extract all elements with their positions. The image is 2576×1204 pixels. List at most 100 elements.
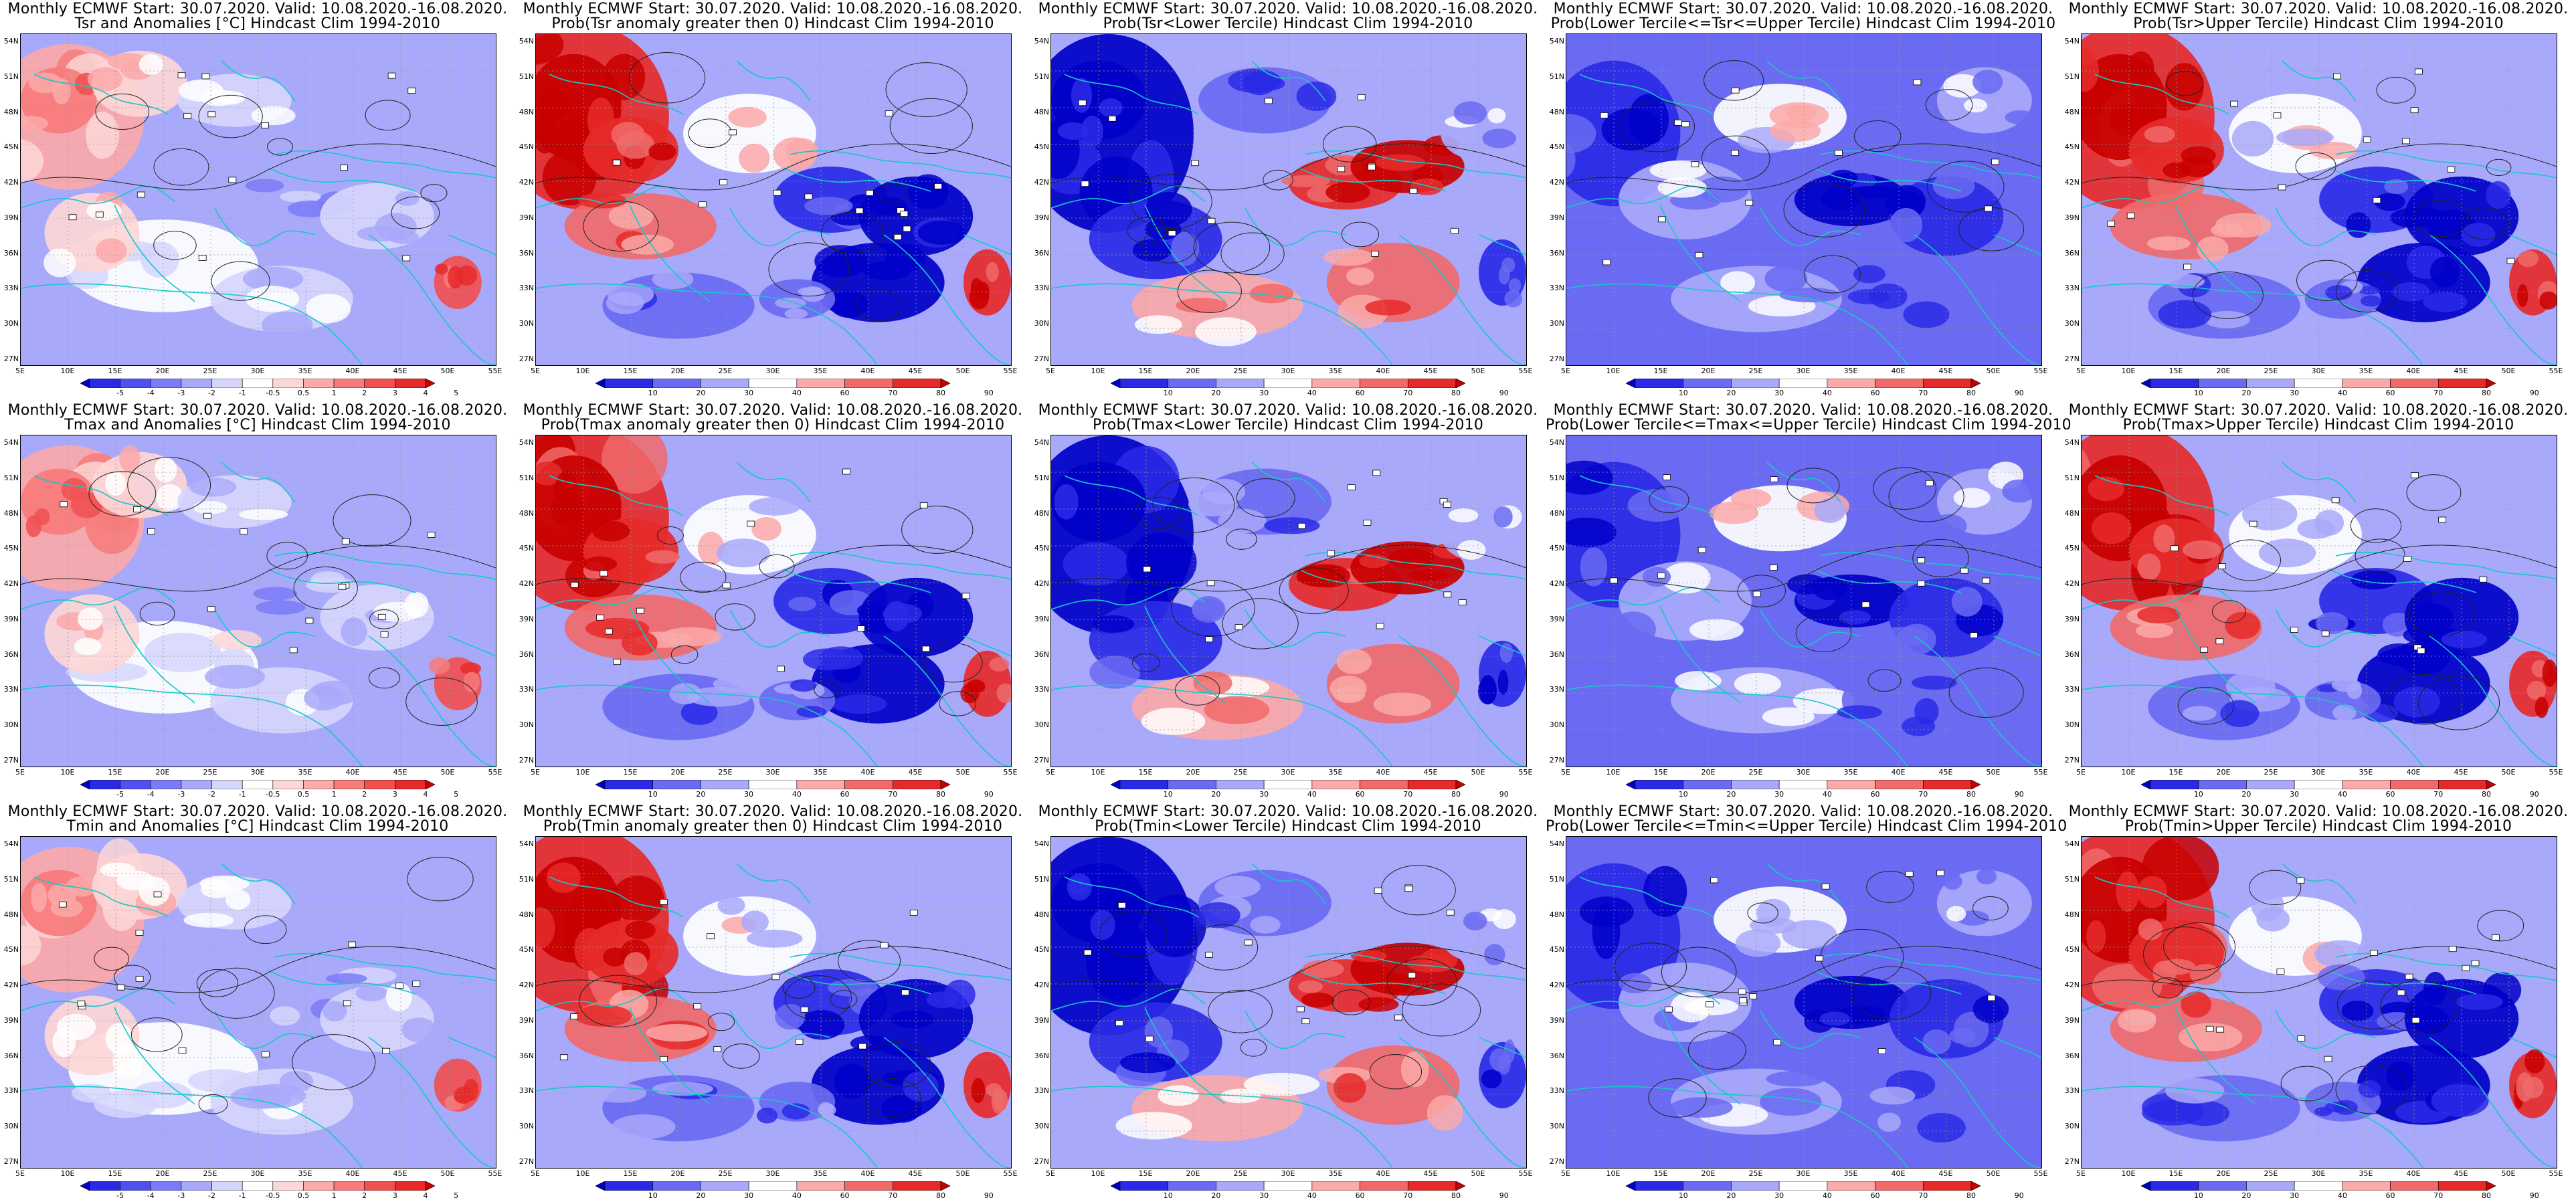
colorbar-tick-label: -0.5 — [266, 1191, 280, 1200]
colorbar-segment — [1455, 1181, 1465, 1191]
field-patch — [1949, 1027, 1976, 1044]
colorbar-segment — [1922, 780, 1972, 789]
field-region — [963, 249, 1011, 316]
field-patch — [1054, 484, 1079, 520]
coastline — [274, 551, 496, 580]
climatology-contour — [1341, 221, 1380, 247]
colorbar-tick-label: 90 — [984, 790, 994, 799]
field-patch — [255, 600, 306, 615]
climatology-contour — [2219, 539, 2282, 581]
colorbar-tick-label: 90 — [2014, 389, 2024, 397]
colorbar-tick-label: 40 — [1307, 790, 1317, 799]
map-panel: Monthly ECMWF Start: 30.07.2020. Valid: … — [1030, 803, 1546, 1204]
field-patch — [1281, 175, 1330, 187]
panel-header: Monthly ECMWF Start: 30.07.2020. Valid: … — [2068, 1, 2569, 17]
coastline — [368, 1037, 496, 1168]
colorbar — [80, 1181, 435, 1191]
climatology-contour — [1649, 486, 1689, 514]
climatology-contour — [2386, 674, 2462, 725]
colorbar-tick-label: -1 — [238, 1191, 246, 1200]
colorbar-segment — [2486, 780, 2496, 789]
station-marker — [1205, 951, 1213, 958]
longitude-tick-label: 55E — [2549, 768, 2563, 777]
latitude-tick-label: 48N — [519, 910, 534, 919]
colorbar-segment — [892, 379, 941, 388]
colorbar-tick-label: 10 — [648, 1191, 658, 1200]
colorbar-segment — [181, 780, 212, 789]
map-plot-area — [2081, 435, 2557, 767]
station-marker — [1982, 577, 1991, 584]
coastline — [1479, 1037, 1526, 1058]
field-patch — [1195, 317, 1257, 346]
colorbar-segment — [425, 1181, 435, 1191]
longitude-tick-label: 5E — [15, 768, 25, 777]
station-marker — [2276, 969, 2285, 975]
station-marker — [1600, 112, 1608, 118]
coastline — [1245, 207, 1346, 247]
colorbar-segment — [1168, 1181, 1216, 1191]
colorbar-segment — [395, 379, 426, 388]
station-marker — [305, 617, 314, 624]
field-patch — [2146, 236, 2191, 251]
latitude-tick-label: 42N — [519, 178, 534, 187]
station-marker — [412, 981, 421, 987]
longitude-tick-label: 25E — [2264, 367, 2278, 375]
latitude-tick-label: 48N — [1034, 508, 1049, 518]
field-patch — [1814, 498, 1846, 523]
field-patch — [1770, 120, 1821, 142]
field-patch — [1243, 70, 1277, 96]
colorbar-segment — [940, 780, 950, 789]
panel-header: Monthly ECMWF Start: 30.07.2020. Valid: … — [1553, 402, 2053, 419]
latitude-tick-label: 39N — [2064, 1015, 2080, 1025]
field-patch — [1134, 315, 1182, 334]
coastline — [883, 635, 1011, 767]
field-patch — [141, 241, 179, 278]
climatology-contour — [1925, 89, 1973, 121]
coastline — [2094, 876, 2229, 918]
longitude-tick-label: 55E — [2033, 768, 2048, 777]
climatology-contour — [1566, 946, 2041, 993]
station-marker — [2447, 166, 2456, 173]
field-patch — [2197, 236, 2229, 262]
latitude-tick-label: 33N — [2064, 685, 2080, 694]
station-marker — [395, 983, 404, 989]
field-patch — [624, 952, 648, 976]
climatology-contour — [1226, 528, 1257, 550]
field-patch — [680, 700, 718, 725]
station-marker — [1665, 1006, 1673, 1013]
climatology-contour — [127, 457, 211, 513]
longitude-tick-label: 5E — [2076, 367, 2086, 375]
field-patch — [1566, 517, 1617, 548]
field-patch — [1099, 98, 1123, 118]
longitude-tick-label: 5E — [1561, 367, 1570, 375]
coastline — [1051, 185, 1206, 209]
field-patch — [1132, 239, 1172, 262]
climatology-contour — [95, 93, 150, 130]
longitude-tick-label: 45E — [2454, 768, 2468, 777]
station-marker — [207, 606, 215, 613]
field-patch — [2347, 682, 2363, 700]
latitude-tick-label: 51N — [1034, 72, 1049, 81]
colorbar-tick-label: 20 — [696, 1191, 706, 1200]
colorbar-segment — [2390, 379, 2439, 388]
field-patch — [2251, 888, 2284, 922]
field-patch — [2258, 538, 2316, 568]
station-marker — [1207, 217, 1216, 224]
latitude-tick-label: 42N — [1034, 178, 1049, 187]
map-panel: Monthly ECMWF Start: 30.07.2020. Valid: … — [515, 401, 1030, 803]
longitude-tick-label: 20E — [155, 1169, 170, 1178]
longitude-tick-label: 25E — [1233, 367, 1248, 375]
climatology-contour — [1926, 161, 2005, 213]
field-patch — [31, 882, 48, 913]
climatology-contour — [2152, 977, 2183, 999]
colorbar-scale — [1111, 780, 1465, 789]
station-marker — [387, 72, 396, 79]
climatology-contour — [1619, 101, 1695, 153]
latitude-tick-label: 33N — [519, 1086, 534, 1096]
colorbar-tick-label: -1 — [238, 389, 246, 397]
panel-header: Monthly ECMWF Start: 30.07.2020. Valid: … — [2068, 803, 2569, 820]
colorbar-scale — [2141, 379, 2496, 388]
station-marker — [865, 190, 874, 196]
field-patch — [788, 597, 816, 611]
longitude-tick-label: 30E — [1281, 768, 1295, 777]
